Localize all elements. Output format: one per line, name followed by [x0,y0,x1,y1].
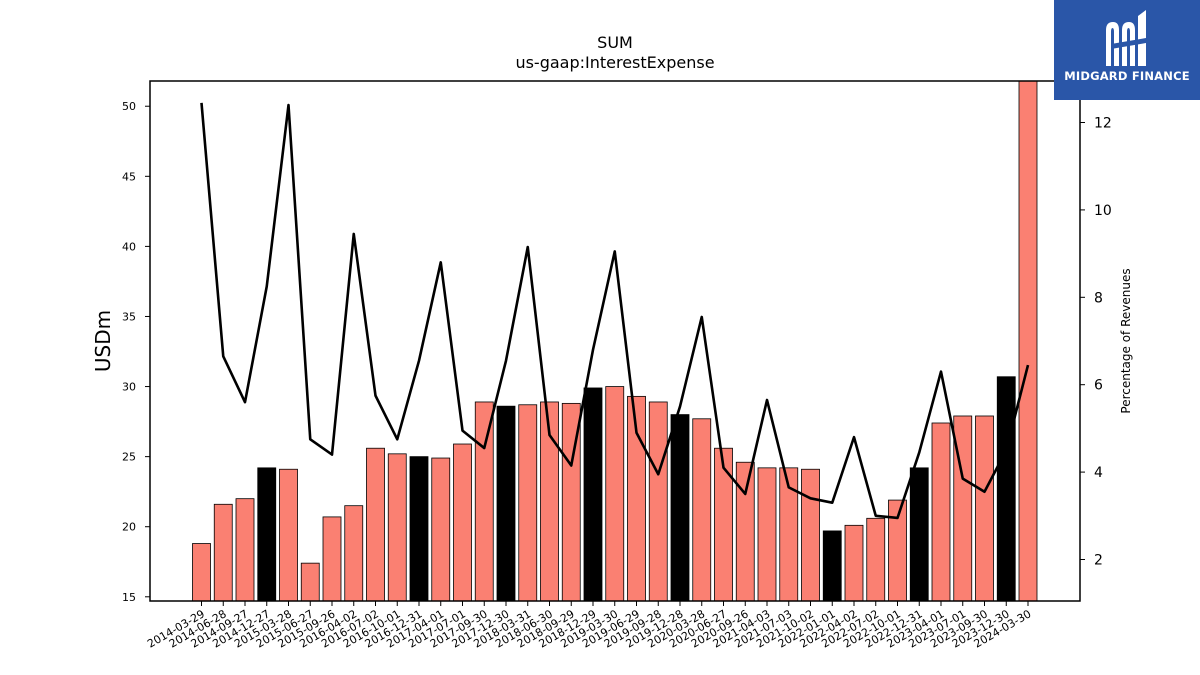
bar-2020-03-28 [692,418,712,602]
y2-tick-label: 12 [1094,116,1112,132]
y2-tick-label: 6 [1094,378,1103,394]
bar-2016-12-31 [409,456,429,602]
logo-mark-icon [1106,10,1146,66]
bar-2019-09-28 [648,401,668,602]
bar-2021-10-02 [801,468,820,602]
bar-2020-09-26 [735,461,755,602]
y-tick-label: 15 [122,591,136,604]
y-tick-label: 35 [122,310,136,323]
bar-2016-10-01 [387,453,407,602]
x-ticks-group: 2014-03-292014-06-282014-09-272014-12-27… [145,601,1034,651]
bar-2017-04-01 [431,457,451,602]
bar-2014-06-28 [213,503,233,602]
bar-2023-12-30 [996,376,1016,602]
bar-2022-07-02 [866,517,886,602]
bar-2014-12-27 [257,467,277,602]
y2-axis-label: Percentage of Revenues [1119,268,1133,413]
bar-2016-07-02 [366,447,385,602]
y-axis-label: USDm [91,310,115,372]
bar-2015-03-28 [279,468,298,602]
bar-2021-04-03 [757,467,777,602]
bar-2023-04-01 [931,422,951,602]
bar-2017-09-30 [474,401,494,602]
y2-ticks-group: 2 4 6 8 10 12 [1080,116,1112,568]
bar-2022-12-31 [909,467,929,602]
bar-2017-12-30 [496,405,516,602]
y-tick-label: 20 [122,521,136,534]
y2-tick-label: 2 [1094,552,1103,568]
logo-text: MIDGARD FINANCE [1064,69,1190,83]
y-tick-label: 50 [122,100,136,113]
bar-2018-12-29 [583,387,603,602]
y-tick-label: 30 [122,381,136,394]
y-tick-label: 25 [122,451,136,464]
y2-tick-label: 4 [1094,465,1103,481]
chart-title: SUM [597,33,633,52]
bar-2020-06-27 [714,447,733,602]
bar-2022-01-01 [822,530,842,602]
bar-2019-03-30 [605,386,625,602]
bar-2016-04-02 [344,505,364,602]
percentage-line [200,102,1030,520]
plot-frame [149,80,1081,602]
bar-2014-03-29 [192,543,211,602]
brand-logo: MIDGARD FINANCE [1054,0,1200,100]
bar-2019-12-28 [670,414,690,602]
bar-2015-09-26 [322,516,342,602]
y2-tick-label: 8 [1094,290,1103,306]
bar-2017-07-01 [453,443,472,602]
bars-group [192,80,1038,602]
bar-2022-04-02 [844,524,864,602]
y2-tick-label: 10 [1094,203,1112,219]
y-ticks-group: 15 20 25 30 35 40 45 50 [122,100,150,604]
bar-2018-03-31 [518,404,538,602]
bar-2023-09-30 [975,415,994,602]
chart-subtitle: us-gaap:InterestExpense [515,53,714,72]
bar-2024-03-30 [1018,80,1038,602]
y-tick-label: 40 [122,240,136,253]
bar-2014-09-27 [235,498,255,602]
y-tick-label: 45 [122,170,136,183]
bar-2015-06-27 [300,562,320,602]
